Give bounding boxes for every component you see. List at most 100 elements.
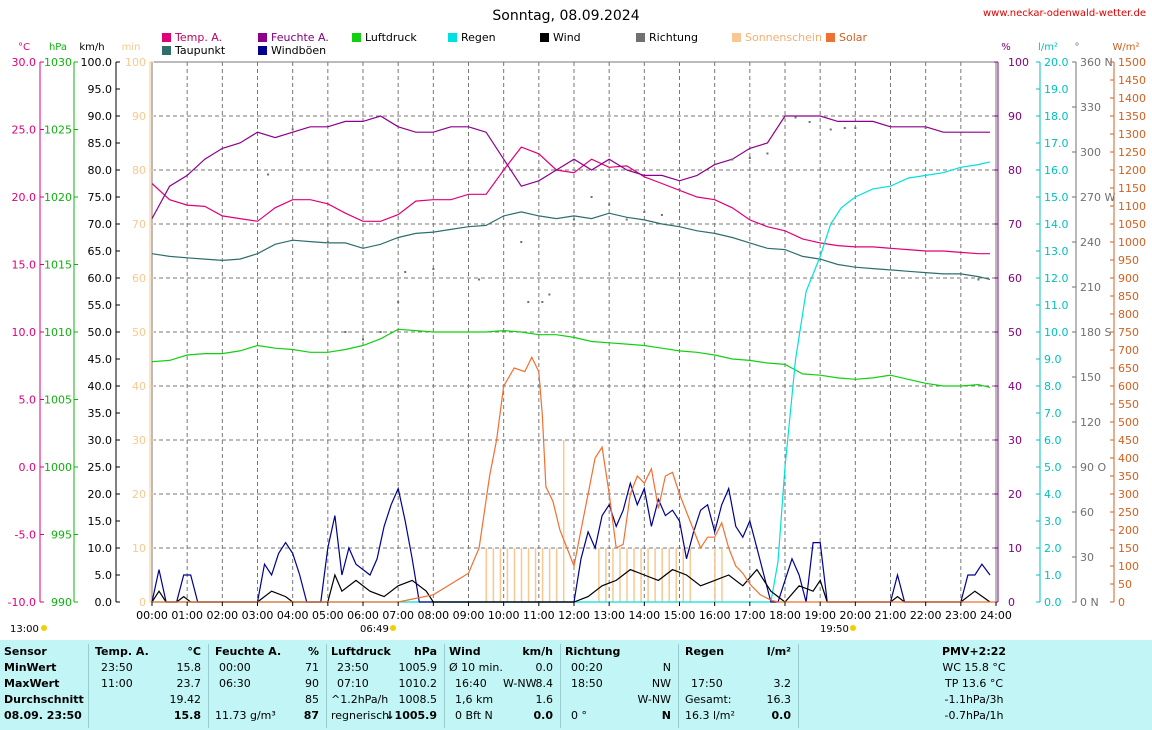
direction-point bbox=[432, 268, 435, 270]
legend-label-9: Windböen bbox=[271, 44, 326, 57]
pressure-axis-label: 1010 bbox=[44, 326, 72, 339]
legend-swatch-2 bbox=[352, 33, 361, 42]
series-feuchte-a- bbox=[151, 115, 990, 219]
temp-axis-label: 30.0 bbox=[12, 56, 37, 69]
humidity-axis-label: 100 bbox=[1008, 56, 1029, 69]
legend-label-7: Solar bbox=[839, 31, 868, 44]
direction-point bbox=[397, 301, 400, 303]
wind-axis-label: 40.0 bbox=[88, 380, 113, 393]
unit-wind: km/h bbox=[79, 42, 104, 53]
wind-axis-label: 0.0 bbox=[95, 596, 113, 609]
pressure-axis-label: 990 bbox=[51, 596, 72, 609]
rain-axis-label: 1.0 bbox=[1044, 569, 1062, 582]
axis-units: °C hPa km/h min% l/m² ° W/m² bbox=[18, 42, 1140, 53]
direction-point bbox=[977, 278, 980, 281]
direction-axis-label: 300 bbox=[1080, 146, 1101, 159]
temp-axis-label: 10.0 bbox=[12, 326, 37, 339]
solar-axis-label: 450 bbox=[1118, 434, 1139, 447]
chart-legend: Temp. A. Feuchte A. Luftdruck Regen Wind Rich… bbox=[162, 31, 868, 57]
direction-axis-label: 150 bbox=[1080, 371, 1101, 384]
sunshine-bar bbox=[499, 548, 502, 602]
x-tick-label: 16:00 bbox=[699, 609, 731, 622]
sunshine-bars bbox=[485, 440, 723, 602]
pmv-windchill: WC 15.8 °C bbox=[942, 661, 1006, 674]
sun-axis-label: 10 bbox=[132, 542, 146, 555]
legend-swatch-8 bbox=[162, 46, 171, 55]
website-link[interactable]: www.neckar-odenwald-wetter.de bbox=[983, 8, 1146, 19]
dir-r2-time: 18:50 bbox=[571, 677, 603, 690]
x-tick-label: 06:00 bbox=[347, 609, 379, 622]
x-tick-label: 09:00 bbox=[453, 609, 485, 622]
solar-axis-label: 200 bbox=[1118, 524, 1139, 537]
sunshine-bar bbox=[555, 548, 558, 602]
legend-label-0: Temp. A. bbox=[174, 31, 222, 44]
sunshine-bar bbox=[721, 548, 723, 602]
legend-label-1: Feuchte A. bbox=[271, 31, 329, 44]
solar-axis-label: 1450 bbox=[1118, 74, 1146, 87]
sunshine-bar bbox=[520, 548, 523, 602]
x-tick-label: 08:00 bbox=[417, 609, 449, 622]
direction-point bbox=[608, 203, 611, 206]
header-direction: Richtung bbox=[565, 645, 621, 658]
rain-axis-label: 16.0 bbox=[1044, 164, 1069, 177]
x-tick-label: 04:00 bbox=[277, 609, 309, 622]
rain-axis-label: 14.0 bbox=[1044, 218, 1069, 231]
series-luftdruck bbox=[151, 328, 991, 388]
pmv-dewpoint: TP 13.6 °C bbox=[944, 677, 1004, 690]
direction-point bbox=[829, 128, 832, 131]
sun-axis-label: 40 bbox=[132, 380, 146, 393]
sunshine-bar bbox=[492, 548, 495, 602]
wind-axis-label: 60.0 bbox=[88, 272, 113, 285]
direction-point bbox=[404, 271, 407, 273]
sunshine-bar bbox=[548, 548, 551, 602]
direction-point bbox=[344, 331, 347, 333]
wind-axis-label: 5.0 bbox=[95, 569, 113, 582]
series-windb-en bbox=[151, 481, 991, 603]
x-tick-label: 05:00 bbox=[312, 609, 344, 622]
header-sensor: Sensor bbox=[4, 645, 47, 658]
solar-axis-label: 1300 bbox=[1118, 128, 1146, 141]
chart-grid bbox=[151, 61, 997, 603]
solar-axis-label: 1350 bbox=[1118, 110, 1146, 123]
direction-point bbox=[527, 301, 530, 303]
direction-axis-label: 240 bbox=[1080, 236, 1101, 249]
x-tick-label: 07:00 bbox=[382, 609, 414, 622]
sun-axis-label: 0 bbox=[139, 596, 146, 609]
humidity-axis-label: 40 bbox=[1008, 380, 1022, 393]
label-current: 08.09. 23:50 bbox=[4, 709, 82, 722]
dir-r3-value: W-NW bbox=[637, 693, 671, 706]
press-max-value: 1010.2 bbox=[398, 677, 438, 690]
x-tick-label: 24:00 bbox=[980, 609, 1012, 622]
col-temp: Temp. A. °C 23:50 15.8 11:00 23.7 19.42 15.… bbox=[88, 644, 207, 728]
press-current-value: ↓1005.9 bbox=[385, 709, 437, 722]
sunshine-bar bbox=[714, 548, 716, 602]
hum-avg-value: 85 bbox=[305, 693, 319, 706]
solar-axis-label: 1000 bbox=[1118, 236, 1146, 249]
humidity-axis-label: 90 bbox=[1008, 110, 1022, 123]
humidity-axis-label: 0 bbox=[1008, 596, 1015, 609]
wind-avg-value: 0.0 bbox=[535, 661, 554, 674]
wind-axis-label: 10.0 bbox=[88, 542, 113, 555]
wind-axis-label: 30.0 bbox=[88, 434, 113, 447]
direction-axis-label: 330 bbox=[1080, 101, 1101, 114]
temp-axis-label: -5.0 bbox=[15, 529, 36, 542]
pressure-axis-label: 1030 bbox=[44, 56, 72, 69]
press-avg-value: 1008.5 bbox=[398, 693, 438, 706]
hum-absolute: 11.73 g/m³ bbox=[215, 709, 276, 722]
unit-temp: °C bbox=[187, 645, 201, 658]
temp-current-value: 15.8 bbox=[173, 709, 201, 722]
direction-point bbox=[808, 121, 811, 123]
header-wind: Wind bbox=[449, 645, 481, 658]
humidity-axis-label: 80 bbox=[1008, 164, 1022, 177]
wind-axis-label: 95.0 bbox=[88, 83, 113, 96]
sunshine-bar bbox=[640, 548, 642, 602]
sun-axis-label: 20 bbox=[132, 488, 146, 501]
direction-axis-label: 90 O bbox=[1080, 461, 1106, 474]
x-tick-label: 14:00 bbox=[628, 609, 660, 622]
unit-rain: l/m² bbox=[1038, 42, 1058, 53]
rain-axis-label: 19.0 bbox=[1044, 83, 1069, 96]
press-trend: ^1.2hPa/h bbox=[331, 693, 389, 706]
direction-point bbox=[854, 127, 857, 129]
direction-point bbox=[843, 127, 846, 129]
temp-min-time: 23:50 bbox=[101, 661, 133, 674]
